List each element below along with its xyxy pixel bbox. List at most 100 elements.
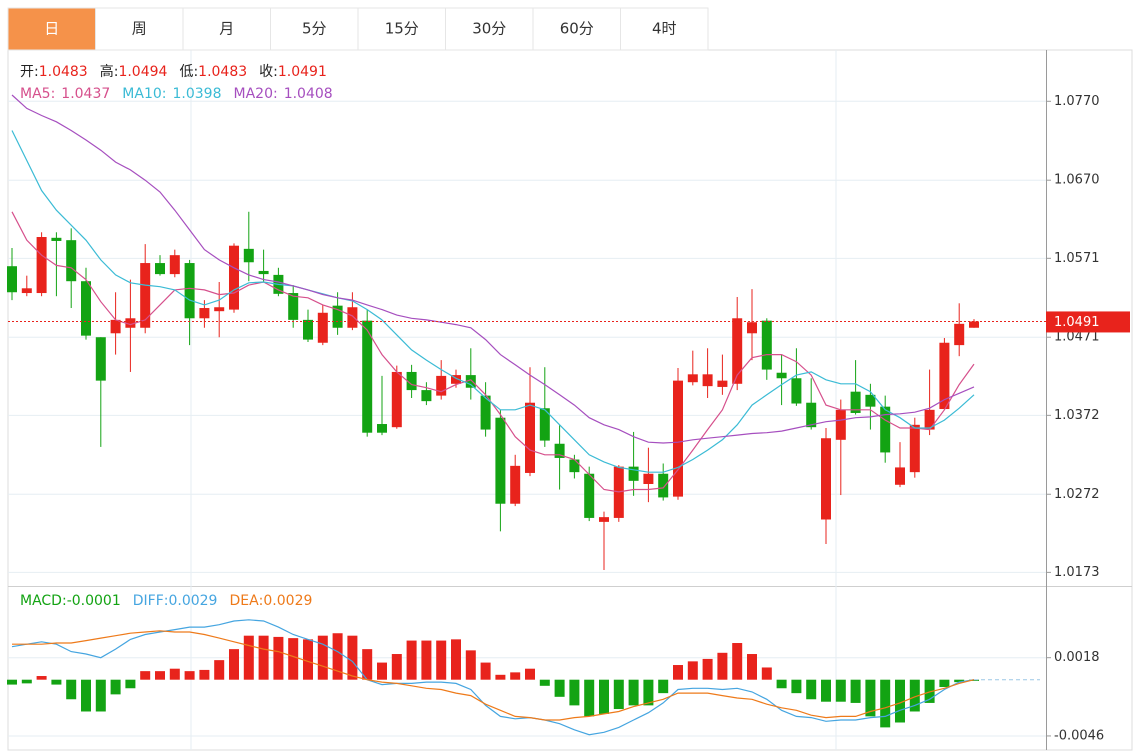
candle-body [895, 467, 905, 485]
candle-body [806, 402, 817, 428]
y-tick-label: 1.0471 [1054, 330, 1100, 345]
candle-body [214, 307, 225, 312]
candle-body [658, 473, 669, 498]
candle-body [584, 473, 595, 518]
candle-body [421, 390, 432, 402]
candle-body [51, 237, 62, 241]
macd-bar [303, 639, 313, 680]
candle-body [288, 293, 299, 320]
candle-body [155, 263, 165, 275]
ohlc-info-value: 1.0494 [118, 64, 167, 80]
candle-body [850, 391, 861, 413]
candle-body [495, 417, 506, 504]
ma-legend: MA5 [20, 86, 51, 102]
macd-bar [95, 679, 106, 712]
tab-label[interactable]: 周 [132, 20, 147, 38]
candle-body [332, 305, 343, 328]
macd-legend-value: 0.0029 [263, 593, 312, 609]
macd-bar [510, 672, 521, 680]
ohlc-info-value: 1.0483 [198, 64, 247, 80]
candle-body [865, 394, 876, 407]
tab-label[interactable]: 60分 [560, 20, 594, 38]
macd-bar [110, 679, 121, 695]
ohlc-info: 开 [20, 64, 34, 80]
macd-bar [895, 679, 905, 723]
tab-label[interactable]: 5分 [302, 20, 327, 38]
last-price-label: 1.0491 [1054, 315, 1100, 330]
tab[interactable] [95, 7, 184, 51]
tab[interactable] [7, 7, 96, 51]
candle-body [7, 266, 17, 293]
candle-body [939, 342, 950, 410]
macd-bar [525, 668, 535, 680]
candle-body [554, 443, 565, 458]
candle-body [599, 517, 609, 522]
candle-body [776, 372, 787, 379]
indicator-line [11, 211, 975, 493]
candle-body [539, 408, 550, 441]
candle-body [391, 371, 402, 428]
candle-body [184, 263, 195, 319]
candle-body [717, 380, 728, 387]
macd-bar [125, 679, 136, 689]
tab-label[interactable]: 30分 [472, 20, 506, 38]
candle-body [303, 319, 313, 340]
candle-body [702, 374, 713, 387]
ohlc-info: 收 [259, 64, 273, 80]
legend-colon: : [259, 593, 264, 609]
candle-body [791, 378, 802, 404]
tab[interactable] [357, 7, 446, 51]
macd-bar [806, 679, 817, 700]
macd-legend: DIFF [133, 593, 164, 609]
y-tick-label: 1.0770 [1054, 94, 1100, 109]
candle-body [406, 371, 417, 391]
candle-body [125, 318, 136, 328]
ma-legend: MA20 [234, 86, 273, 102]
candle-body [465, 375, 476, 388]
macd-bar [865, 679, 876, 717]
macd-bar [288, 638, 299, 680]
tab-label[interactable]: 4时 [652, 20, 677, 38]
macd-bar [332, 633, 343, 680]
candle-body [347, 307, 358, 328]
indicator-line [11, 130, 975, 473]
macd-bar [243, 635, 254, 680]
tab-label[interactable]: 日 [44, 20, 59, 38]
candle-body [377, 424, 387, 433]
macd-bar [880, 679, 891, 728]
macd-bar [36, 676, 47, 680]
candle-body [36, 237, 47, 294]
macd-bar [362, 649, 373, 680]
candle-body [880, 406, 891, 453]
candle-body [687, 374, 698, 383]
macd-bar [909, 679, 920, 712]
candle-body [229, 245, 239, 310]
macd-bar [776, 679, 787, 689]
y-tick-label: 1.0272 [1054, 487, 1100, 502]
macd-bar [717, 652, 728, 680]
legend-colon: : [114, 64, 119, 80]
candle-body [243, 248, 254, 263]
tab[interactable] [270, 7, 359, 51]
y-tick-label: 1.0571 [1054, 251, 1100, 266]
tab[interactable] [182, 7, 271, 51]
candle-body [835, 409, 846, 440]
legend-colon: : [62, 593, 67, 609]
legend-colon: : [51, 86, 56, 102]
y-tick-label: 1.0173 [1054, 565, 1100, 580]
macd-bar [569, 679, 580, 706]
tab-label[interactable]: 15分 [385, 20, 419, 38]
macd-bar [421, 640, 432, 680]
ohlc-info: 低 [179, 64, 193, 80]
macd-bar [658, 679, 669, 694]
macd-bar [155, 671, 165, 680]
tab-label[interactable]: 月 [219, 20, 234, 38]
macd-bar [51, 679, 62, 685]
macd-bar [584, 679, 595, 717]
tab[interactable] [620, 7, 709, 51]
candle-body [673, 380, 683, 497]
macd-legend: MACD [20, 593, 62, 609]
macd-bar [465, 650, 476, 680]
candle-body [199, 308, 210, 319]
